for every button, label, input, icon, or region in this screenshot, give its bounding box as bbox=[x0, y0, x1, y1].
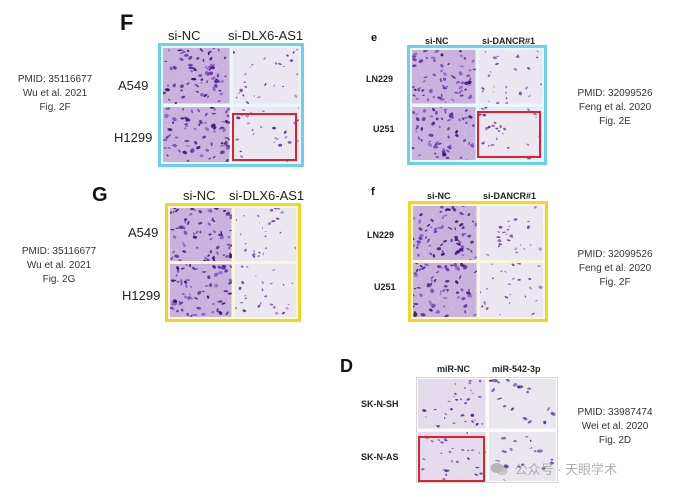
panel-letter: F bbox=[120, 10, 134, 35]
watermark-text: 公众号 · 天眼学术 bbox=[514, 462, 618, 477]
row-label: U251 bbox=[373, 124, 395, 134]
author-line: Wei et al. 2020 bbox=[581, 421, 649, 432]
row-label: A549 bbox=[118, 78, 149, 93]
micrograph-image bbox=[170, 264, 232, 317]
micrograph-image bbox=[478, 106, 542, 160]
row-label: H1299 bbox=[114, 130, 153, 145]
micrograph-image bbox=[234, 208, 296, 261]
panel-letter: D bbox=[340, 356, 353, 376]
figure-line: Fig. 2D bbox=[598, 435, 632, 446]
micrograph-tile bbox=[413, 206, 477, 260]
micrograph-tile bbox=[418, 379, 486, 429]
pmid-line: PMID: 35116677 bbox=[21, 246, 97, 257]
micrograph-tile bbox=[413, 263, 477, 317]
micrograph-tile bbox=[163, 48, 230, 104]
micrograph-tile bbox=[232, 106, 299, 162]
highlight-box bbox=[477, 111, 541, 158]
reference-text: PMID: 32099526 Feng et al. 2020 Fig. 2F bbox=[560, 248, 670, 290]
micrograph-image bbox=[234, 264, 296, 317]
row-label: H1299 bbox=[122, 288, 161, 303]
column-label: si-DANCR#1 bbox=[482, 36, 536, 46]
figure-line: Fig. 2E bbox=[599, 116, 631, 127]
column-label: si-DLX6-AS1 bbox=[228, 28, 304, 43]
column-label: si-DLX6-AS1 bbox=[229, 188, 305, 203]
column-label: miR-NC bbox=[437, 364, 470, 374]
row-label: LN229 bbox=[366, 74, 394, 84]
micrograph-tile bbox=[412, 106, 476, 160]
micrograph-grid bbox=[407, 45, 547, 165]
micrograph-image bbox=[232, 48, 299, 104]
column-label: si-NC bbox=[425, 36, 449, 46]
micrograph-tile bbox=[488, 379, 556, 429]
row-label: A549 bbox=[128, 225, 159, 240]
micrograph-image bbox=[479, 206, 543, 260]
panel-letter: G bbox=[92, 184, 108, 206]
author-line: Wu et al. 2021 bbox=[22, 88, 88, 99]
author-line: Feng et al. 2020 bbox=[578, 263, 652, 274]
micrograph-grid bbox=[416, 377, 558, 483]
micrograph-grid bbox=[408, 201, 548, 322]
figure-line: Fig. 2G bbox=[42, 274, 76, 285]
column-label: si-DANCR#1 bbox=[483, 191, 537, 201]
micrograph-image bbox=[232, 106, 299, 162]
pmid-line: PMID: 32099526 bbox=[577, 249, 653, 260]
micrograph-tile bbox=[232, 48, 299, 104]
micrograph-tile bbox=[479, 206, 543, 260]
micrograph-image bbox=[163, 106, 230, 162]
micrograph-tile bbox=[234, 208, 296, 261]
micrograph-tile bbox=[478, 50, 542, 104]
reference-text: PMID: 33987474 Wei et al. 2020 Fig. 2D bbox=[560, 406, 670, 448]
author-line: Feng et al. 2020 bbox=[578, 102, 652, 113]
micrograph-image bbox=[412, 50, 476, 104]
micrograph-image bbox=[413, 206, 477, 260]
column-label: si-NC bbox=[168, 28, 201, 43]
micrograph-image bbox=[413, 263, 477, 317]
row-label: LN229 bbox=[367, 230, 395, 240]
micrograph-tile bbox=[234, 264, 296, 317]
reference-text: PMID: 35116677 Wu et al. 2021 Fig. 2F bbox=[0, 73, 110, 115]
micrograph-image bbox=[478, 50, 542, 104]
watermark: 公众号 · 天眼学术 bbox=[490, 459, 617, 478]
micrograph-image bbox=[418, 379, 486, 429]
row-label: SK-N-SH bbox=[361, 399, 399, 409]
reference-text: PMID: 35116677 Wu et al. 2021 Fig. 2G bbox=[4, 245, 114, 287]
micrograph-tile bbox=[478, 106, 542, 160]
micrograph-tile bbox=[163, 106, 230, 162]
panel-letter: e bbox=[371, 32, 378, 44]
highlight-box bbox=[418, 436, 485, 482]
wechat-icon bbox=[490, 462, 508, 476]
highlight-box bbox=[232, 113, 297, 161]
pmid-line: PMID: 33987474 bbox=[577, 407, 653, 418]
figure-line: Fig. 2F bbox=[39, 102, 71, 113]
column-label: si-NC bbox=[427, 191, 451, 201]
figure-line: Fig. 2F bbox=[599, 277, 631, 288]
reference-text: PMID: 32099526 Feng et al. 2020 Fig. 2E bbox=[560, 87, 670, 129]
row-label: SK-N-AS bbox=[361, 452, 399, 462]
author-line: Wu et al. 2021 bbox=[26, 260, 92, 271]
micrograph-grid bbox=[158, 43, 304, 167]
panel-letter: f bbox=[371, 186, 375, 198]
micrograph-tile bbox=[170, 208, 232, 261]
micrograph-image bbox=[163, 48, 230, 104]
micrograph-image bbox=[488, 379, 556, 429]
micrograph-image bbox=[170, 208, 232, 261]
pmid-line: PMID: 35116677 bbox=[17, 74, 93, 85]
pmid-line: PMID: 32099526 bbox=[577, 88, 653, 99]
micrograph-tile bbox=[479, 263, 543, 317]
micrograph-grid bbox=[165, 203, 301, 322]
row-label: U251 bbox=[374, 282, 396, 292]
column-label: si-NC bbox=[183, 188, 216, 203]
micrograph-tile bbox=[412, 50, 476, 104]
micrograph-image bbox=[479, 263, 543, 317]
column-label: miR-542-3p bbox=[492, 364, 541, 374]
micrograph-tile bbox=[170, 264, 232, 317]
micrograph-image bbox=[412, 106, 476, 160]
